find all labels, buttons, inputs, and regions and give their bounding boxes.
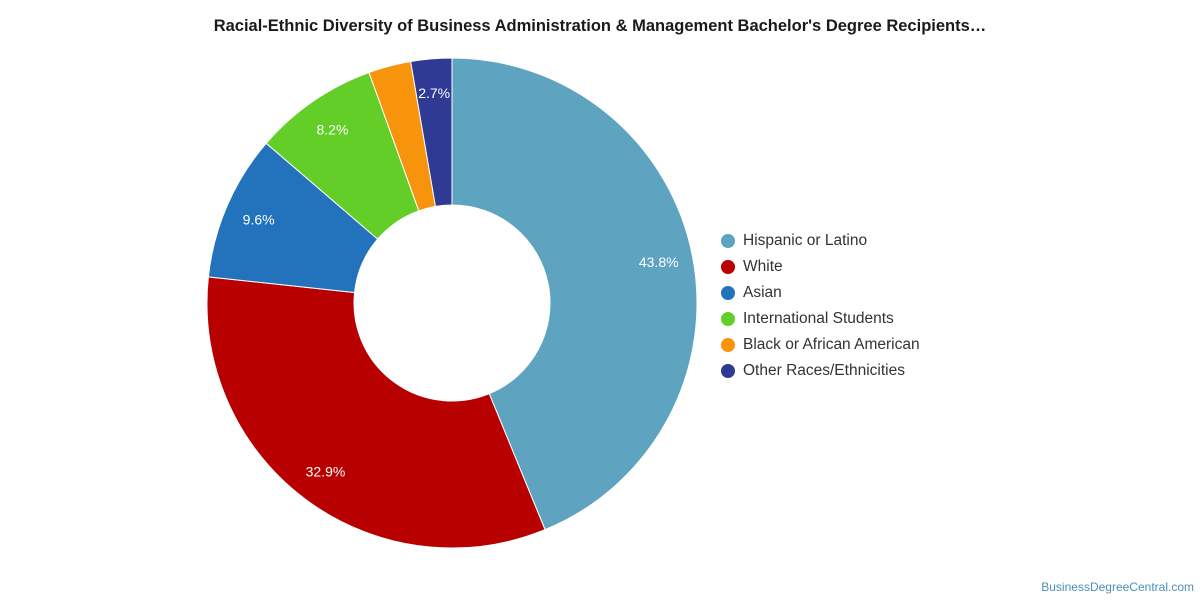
legend-item-international-students[interactable]: International Students xyxy=(721,306,920,332)
legend-swatch xyxy=(721,260,735,274)
legend-swatch xyxy=(721,286,735,300)
slice-label-asian: 9.6% xyxy=(243,211,275,227)
legend-item-asian[interactable]: Asian xyxy=(721,280,920,306)
legend-label: International Students xyxy=(743,310,894,327)
legend-label: Hispanic or Latino xyxy=(743,232,868,249)
slice-label-hispanic-or-latino: 43.8% xyxy=(639,254,679,270)
legend-swatch xyxy=(721,312,735,326)
legend-item-other-races-ethnicities[interactable]: Other Races/Ethnicities xyxy=(721,358,920,384)
slice-label-international-students: 8.2% xyxy=(317,121,349,137)
legend-item-hispanic-or-latino[interactable]: Hispanic or Latino xyxy=(721,228,920,254)
legend-label: Black or African American xyxy=(743,336,920,353)
source-credit: BusinessDegreeCentral.com xyxy=(1041,580,1194,594)
legend-label: Asian xyxy=(743,284,782,301)
chart-legend: Hispanic or Latino White Asian Internationa… xyxy=(721,228,920,384)
legend-swatch xyxy=(721,338,735,352)
chart-title: Racial-Ethnic Diversity of Business Admi… xyxy=(213,17,987,35)
slice-label-white: 32.9% xyxy=(306,463,346,479)
legend-item-white[interactable]: White xyxy=(721,254,920,280)
slice-label-other-races-ethnicities: 2.7% xyxy=(418,85,450,101)
legend-swatch xyxy=(721,234,735,248)
slice-white[interactable] xyxy=(206,276,546,549)
slice-hispanic-or-latino[interactable] xyxy=(451,57,698,531)
legend-label: Other Races/Ethnicities xyxy=(743,362,905,379)
legend-label: White xyxy=(743,258,783,275)
legend-item-black-or-african-american[interactable]: Black or African American xyxy=(721,332,920,358)
slice-other-races-ethnicities[interactable] xyxy=(410,57,453,207)
legend-swatch xyxy=(721,364,735,378)
